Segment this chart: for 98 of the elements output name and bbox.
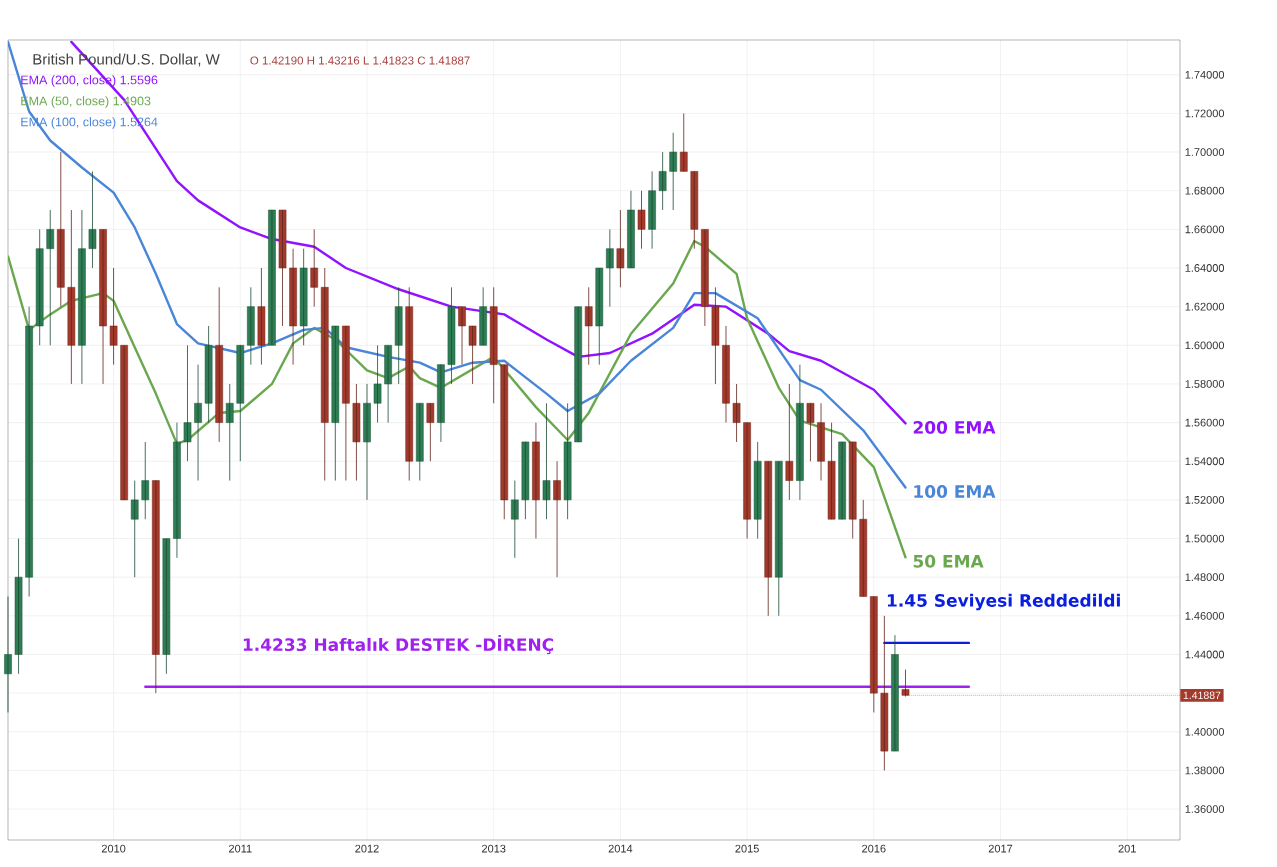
annotation: 1.41887 bbox=[1183, 691, 1221, 700]
candlestick bbox=[46, 209, 55, 346]
x-tick-label: 2010 bbox=[101, 844, 126, 853]
candlestick bbox=[606, 228, 614, 308]
candlestick bbox=[880, 615, 889, 771]
x-tick-label: 2017 bbox=[988, 844, 1013, 853]
candlestick bbox=[859, 499, 868, 597]
candlestick bbox=[595, 267, 604, 366]
candlestick bbox=[563, 402, 572, 520]
y-tick-label: 1.74000 bbox=[1185, 70, 1225, 79]
candlestick bbox=[257, 267, 266, 366]
candlestick bbox=[426, 402, 435, 462]
candlestick bbox=[500, 364, 509, 520]
candlestick bbox=[88, 170, 97, 269]
candlestick bbox=[637, 190, 646, 250]
candlestick bbox=[373, 344, 382, 423]
candlestick bbox=[785, 383, 794, 501]
x-tick-label: 2014 bbox=[608, 844, 633, 853]
candlestick bbox=[405, 286, 414, 481]
candlestick bbox=[584, 286, 593, 366]
candlestick bbox=[247, 286, 255, 366]
line-series bbox=[8, 40, 907, 489]
candlestick bbox=[130, 480, 139, 578]
y-tick-label: 1.36000 bbox=[1185, 805, 1225, 813]
x-tick-label: 201 bbox=[1118, 844, 1136, 853]
y-tick-label: 1.60000 bbox=[1185, 341, 1225, 350]
y-tick-label: 1.66000 bbox=[1185, 225, 1225, 234]
candlestick bbox=[669, 132, 678, 211]
candlestick bbox=[679, 113, 688, 172]
candlestick bbox=[162, 538, 171, 675]
y-tick-label: 1.70000 bbox=[1185, 148, 1225, 156]
candlestick bbox=[489, 286, 498, 404]
candlestick bbox=[711, 286, 720, 385]
candlestick bbox=[511, 480, 519, 559]
candlestick bbox=[14, 538, 23, 675]
candlestick bbox=[870, 596, 878, 713]
candlestick bbox=[310, 228, 319, 308]
text: O 1.42190 H 1.43216 L 1.41823 C 1.41887 bbox=[250, 56, 470, 65]
y-tick-label: 1.38000 bbox=[1185, 766, 1225, 775]
candlestick bbox=[352, 383, 361, 481]
candlestick bbox=[35, 228, 44, 346]
candlestick bbox=[109, 267, 118, 366]
candlestick bbox=[394, 286, 403, 385]
candlestick bbox=[141, 441, 150, 520]
candlestick bbox=[215, 286, 223, 443]
candlestick bbox=[806, 402, 815, 462]
annotation: 1.45 Seviyesi Reddedildi bbox=[887, 593, 1120, 611]
annotation: 100 EMA bbox=[914, 485, 996, 498]
candlestick bbox=[331, 325, 340, 481]
y-tick-label: 1.48000 bbox=[1185, 573, 1225, 582]
y-tick-label: 1.64000 bbox=[1185, 264, 1225, 272]
y-tick-label: 1.40000 bbox=[1185, 727, 1225, 736]
candlestick bbox=[732, 383, 741, 443]
candlestick bbox=[690, 170, 699, 250]
candlestick bbox=[447, 286, 456, 385]
y-tick-label: 1.44000 bbox=[1185, 650, 1225, 659]
candlestick bbox=[268, 209, 276, 346]
candlestick bbox=[204, 325, 213, 423]
candlestick bbox=[236, 344, 245, 462]
candlestick bbox=[67, 209, 76, 385]
x-tick-label: 2013 bbox=[482, 844, 506, 853]
y-tick-label: 1.72000 bbox=[1185, 109, 1225, 118]
candlestick bbox=[827, 422, 836, 520]
y-tick-label: 1.52000 bbox=[1185, 496, 1225, 504]
candlestick bbox=[542, 402, 551, 520]
y-tick-label: 1.54000 bbox=[1185, 457, 1225, 466]
candlestick bbox=[278, 209, 287, 327]
candlestick bbox=[764, 460, 773, 617]
x-tick-label: 2012 bbox=[355, 844, 379, 853]
candlestick bbox=[415, 402, 424, 481]
candlestick bbox=[152, 480, 160, 694]
candlestick bbox=[753, 441, 762, 539]
candlestick bbox=[774, 460, 783, 617]
annotation: 1.4233 Haftalık DESTEK -DİRENÇ bbox=[243, 635, 554, 655]
candlestick bbox=[848, 441, 857, 539]
x-tick-label: 2015 bbox=[735, 844, 759, 853]
candlestick bbox=[320, 267, 329, 481]
y-tick-label: 1.58000 bbox=[1185, 380, 1225, 388]
candlestick bbox=[574, 306, 582, 443]
x-tick-label: 2011 bbox=[229, 844, 252, 853]
y-tick-label: 1.56000 bbox=[1185, 418, 1225, 427]
y-tick-label: 1.46000 bbox=[1185, 611, 1225, 620]
candlestick bbox=[299, 248, 308, 346]
y-tick-label: 1.50000 bbox=[1185, 534, 1225, 543]
candlestick bbox=[56, 151, 65, 308]
y-tick-label: 1.68000 bbox=[1185, 186, 1225, 195]
candlestick bbox=[521, 441, 530, 520]
x-tick-label: 2016 bbox=[862, 844, 886, 853]
candlestick bbox=[838, 441, 846, 520]
candlestick bbox=[658, 151, 667, 211]
candlestick bbox=[468, 325, 477, 385]
annotation: 200 EMA bbox=[913, 420, 996, 434]
candlestick bbox=[183, 344, 192, 462]
line-series bbox=[8, 239, 907, 559]
candlestick bbox=[616, 209, 625, 288]
annotation: 50 EMA bbox=[913, 554, 984, 568]
candlestick bbox=[225, 383, 234, 481]
y-tick-label: 1.62000 bbox=[1185, 302, 1225, 311]
